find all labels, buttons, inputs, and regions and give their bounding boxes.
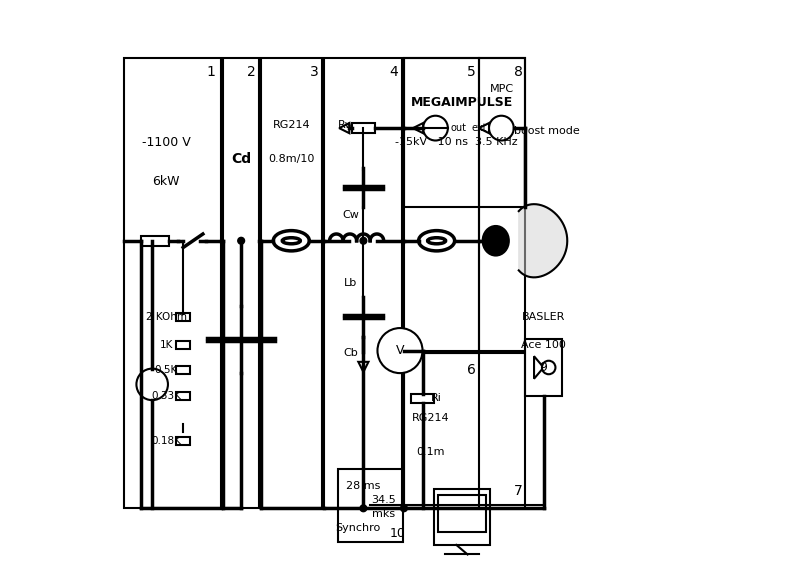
Text: 5: 5: [467, 65, 476, 79]
Text: 6kW: 6kW: [153, 175, 180, 188]
Bar: [176, 437, 190, 445]
Bar: [352, 123, 374, 133]
Text: Cw: Cw: [342, 211, 359, 220]
Text: 10: 10: [390, 527, 405, 540]
Circle shape: [423, 115, 448, 140]
Bar: [262, 58, 322, 508]
Circle shape: [360, 237, 366, 244]
Text: boost mode: boost mode: [514, 126, 579, 136]
Ellipse shape: [483, 226, 508, 255]
Polygon shape: [518, 204, 567, 277]
Circle shape: [401, 505, 407, 512]
Circle shape: [542, 361, 555, 374]
Bar: [434, 488, 490, 545]
Bar: [176, 392, 190, 400]
Bar: [525, 340, 562, 396]
Text: 0.5K: 0.5K: [154, 365, 178, 375]
Text: RG214: RG214: [412, 413, 450, 423]
Text: 1K: 1K: [159, 340, 173, 350]
Text: MPC: MPC: [490, 84, 514, 94]
Polygon shape: [479, 123, 489, 133]
Bar: [124, 58, 221, 508]
Text: 0.8m/10: 0.8m/10: [268, 154, 314, 164]
Text: RG214: RG214: [273, 121, 310, 130]
Text: 0.33K: 0.33K: [151, 391, 182, 401]
Bar: [404, 58, 479, 350]
Text: Cd: Cd: [231, 152, 251, 166]
Text: Cb: Cb: [343, 349, 358, 358]
Polygon shape: [413, 123, 423, 133]
Bar: [404, 58, 525, 207]
Text: 1: 1: [207, 65, 216, 79]
Text: -15kV   10 ns  3.5 KHz: -15kV 10 ns 3.5 KHz: [395, 137, 518, 147]
Bar: [176, 313, 190, 321]
Bar: [404, 353, 525, 508]
Text: 34.5: 34.5: [370, 495, 395, 505]
Circle shape: [137, 368, 168, 400]
Polygon shape: [358, 362, 369, 372]
Text: mks: mks: [371, 509, 394, 519]
Text: 28 ms: 28 ms: [346, 481, 381, 491]
Bar: [438, 495, 486, 532]
Bar: [479, 58, 525, 350]
Bar: [141, 235, 169, 246]
Text: ext: ext: [472, 123, 487, 133]
Circle shape: [378, 328, 422, 373]
Text: 9: 9: [540, 361, 547, 374]
Text: 6: 6: [467, 363, 476, 378]
Bar: [176, 341, 190, 349]
Bar: [338, 469, 403, 542]
Polygon shape: [339, 123, 350, 133]
Bar: [176, 366, 190, 374]
Circle shape: [489, 115, 514, 140]
Text: 3: 3: [310, 65, 318, 79]
Text: Ri: Ri: [431, 393, 442, 404]
Bar: [222, 58, 259, 508]
Text: 7: 7: [514, 484, 522, 499]
Text: 0.1m: 0.1m: [417, 447, 446, 457]
Text: V: V: [396, 344, 404, 357]
Text: 4: 4: [389, 65, 398, 79]
Text: Lb: Lb: [344, 278, 357, 288]
Text: Ace 100: Ace 100: [521, 340, 566, 350]
Text: MEGAIMPULSE: MEGAIMPULSE: [411, 96, 513, 109]
Text: -1100 V: -1100 V: [142, 136, 190, 149]
Text: 2 KOhm: 2 KOhm: [146, 312, 186, 322]
Text: 0.18K: 0.18K: [151, 436, 182, 445]
Text: 2: 2: [247, 65, 256, 79]
Text: out: out: [450, 123, 466, 133]
Circle shape: [360, 505, 366, 512]
Text: BASLER: BASLER: [522, 312, 566, 322]
Text: 8: 8: [514, 65, 522, 79]
Bar: [404, 353, 479, 508]
Text: Rw: Rw: [338, 121, 355, 130]
Bar: [324, 58, 402, 508]
Circle shape: [238, 237, 245, 244]
Bar: [411, 394, 434, 403]
Text: Synchro: Synchro: [335, 523, 380, 533]
